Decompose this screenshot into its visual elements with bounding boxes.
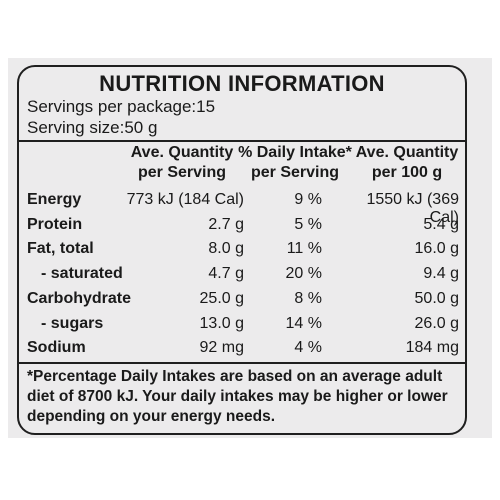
footnote: *Percentage Daily Intakes are based on a…: [27, 368, 448, 425]
column-header-qty-serving: Ave. Quantity per Serving: [119, 143, 245, 183]
column-header-daily-intake: % Daily Intake* per Serving: [231, 143, 359, 183]
per-serving-value: 13.0 g: [199, 315, 244, 332]
daily-intake-value: 9 %: [294, 191, 322, 208]
per-100g-value: 5.4 g: [423, 216, 459, 233]
table-row-fat-total: Fat, total 8.0 g 11 % 16.0 g: [19, 240, 465, 264]
nutrient-name: Energy: [27, 191, 82, 208]
per-100g-value: 184 mg: [405, 339, 459, 356]
per-100g-value: 9.4 g: [423, 265, 459, 282]
column-header-line: per Serving: [137, 164, 227, 181]
daily-intake-value: 14 %: [285, 315, 322, 332]
daily-intake-value: 4 %: [294, 339, 322, 356]
column-header-line: per 100 g: [371, 164, 443, 181]
per-serving-value: 92 mg: [199, 339, 244, 356]
table-row-protein: Protein 2.7 g 5 % 5.4 g: [19, 216, 465, 240]
column-header-qty-100g: Ave. Quantity per 100 g: [349, 143, 465, 183]
daily-intake-value: 20 %: [285, 265, 322, 282]
label-background: [8, 58, 492, 438]
serving-size: Serving size:50 g: [27, 118, 158, 137]
servings-per-package: Servings per package:15: [27, 97, 216, 116]
divider-top: [19, 140, 465, 142]
column-header-line: % Daily Intake*: [238, 144, 352, 161]
per-serving-value: 8.0 g: [208, 240, 244, 257]
daily-intake-value: 5 %: [294, 216, 322, 233]
table-row-carbohydrate: Carbohydrate 25.0 g 8 % 50.0 g: [19, 290, 465, 314]
nutrient-name: Carbohydrate: [27, 290, 132, 307]
nutrient-name: Protein: [27, 216, 83, 233]
table-row-sugars: - sugars 13.0 g 14 % 26.0 g: [19, 315, 465, 339]
nutrient-name: Fat, total: [27, 240, 94, 257]
nutrient-name: - saturated: [41, 265, 123, 282]
panel-title: NUTRITION INFORMATION: [99, 71, 385, 96]
table-row-energy: Energy 773 kJ (184 Cal) 9 % 1550 kJ (369…: [19, 191, 465, 226]
table-row-sodium: Sodium 92 mg 4 % 184 mg: [19, 339, 465, 363]
nutrition-panel: NUTRITION INFORMATION Servings per packa…: [17, 65, 467, 435]
per-serving-value: 25.0 g: [199, 290, 244, 307]
column-header-line: Ave. Quantity: [130, 144, 234, 161]
per-100g-value: 26.0 g: [414, 315, 459, 332]
per-serving-value: 773 kJ (184 Cal): [126, 191, 244, 208]
per-100g-value: 16.0 g: [414, 240, 459, 257]
nutrient-name: - sugars: [41, 315, 104, 332]
per-serving-value: 2.7 g: [208, 216, 244, 233]
daily-intake-value: 8 %: [294, 290, 322, 307]
column-header-line: per Serving: [250, 164, 340, 181]
per-serving-value: 4.7 g: [208, 265, 244, 282]
per-100g-value: 50.0 g: [414, 290, 459, 307]
column-header-line: Ave. Quantity: [355, 144, 459, 161]
nutrient-name: Sodium: [27, 339, 86, 356]
daily-intake-value: 11 %: [286, 240, 322, 257]
table-row-saturated: - saturated 4.7 g 20 % 9.4 g: [19, 265, 465, 289]
divider-bottom: [19, 362, 465, 364]
per-100g-value: 1550 kJ (369 Cal): [366, 191, 459, 226]
